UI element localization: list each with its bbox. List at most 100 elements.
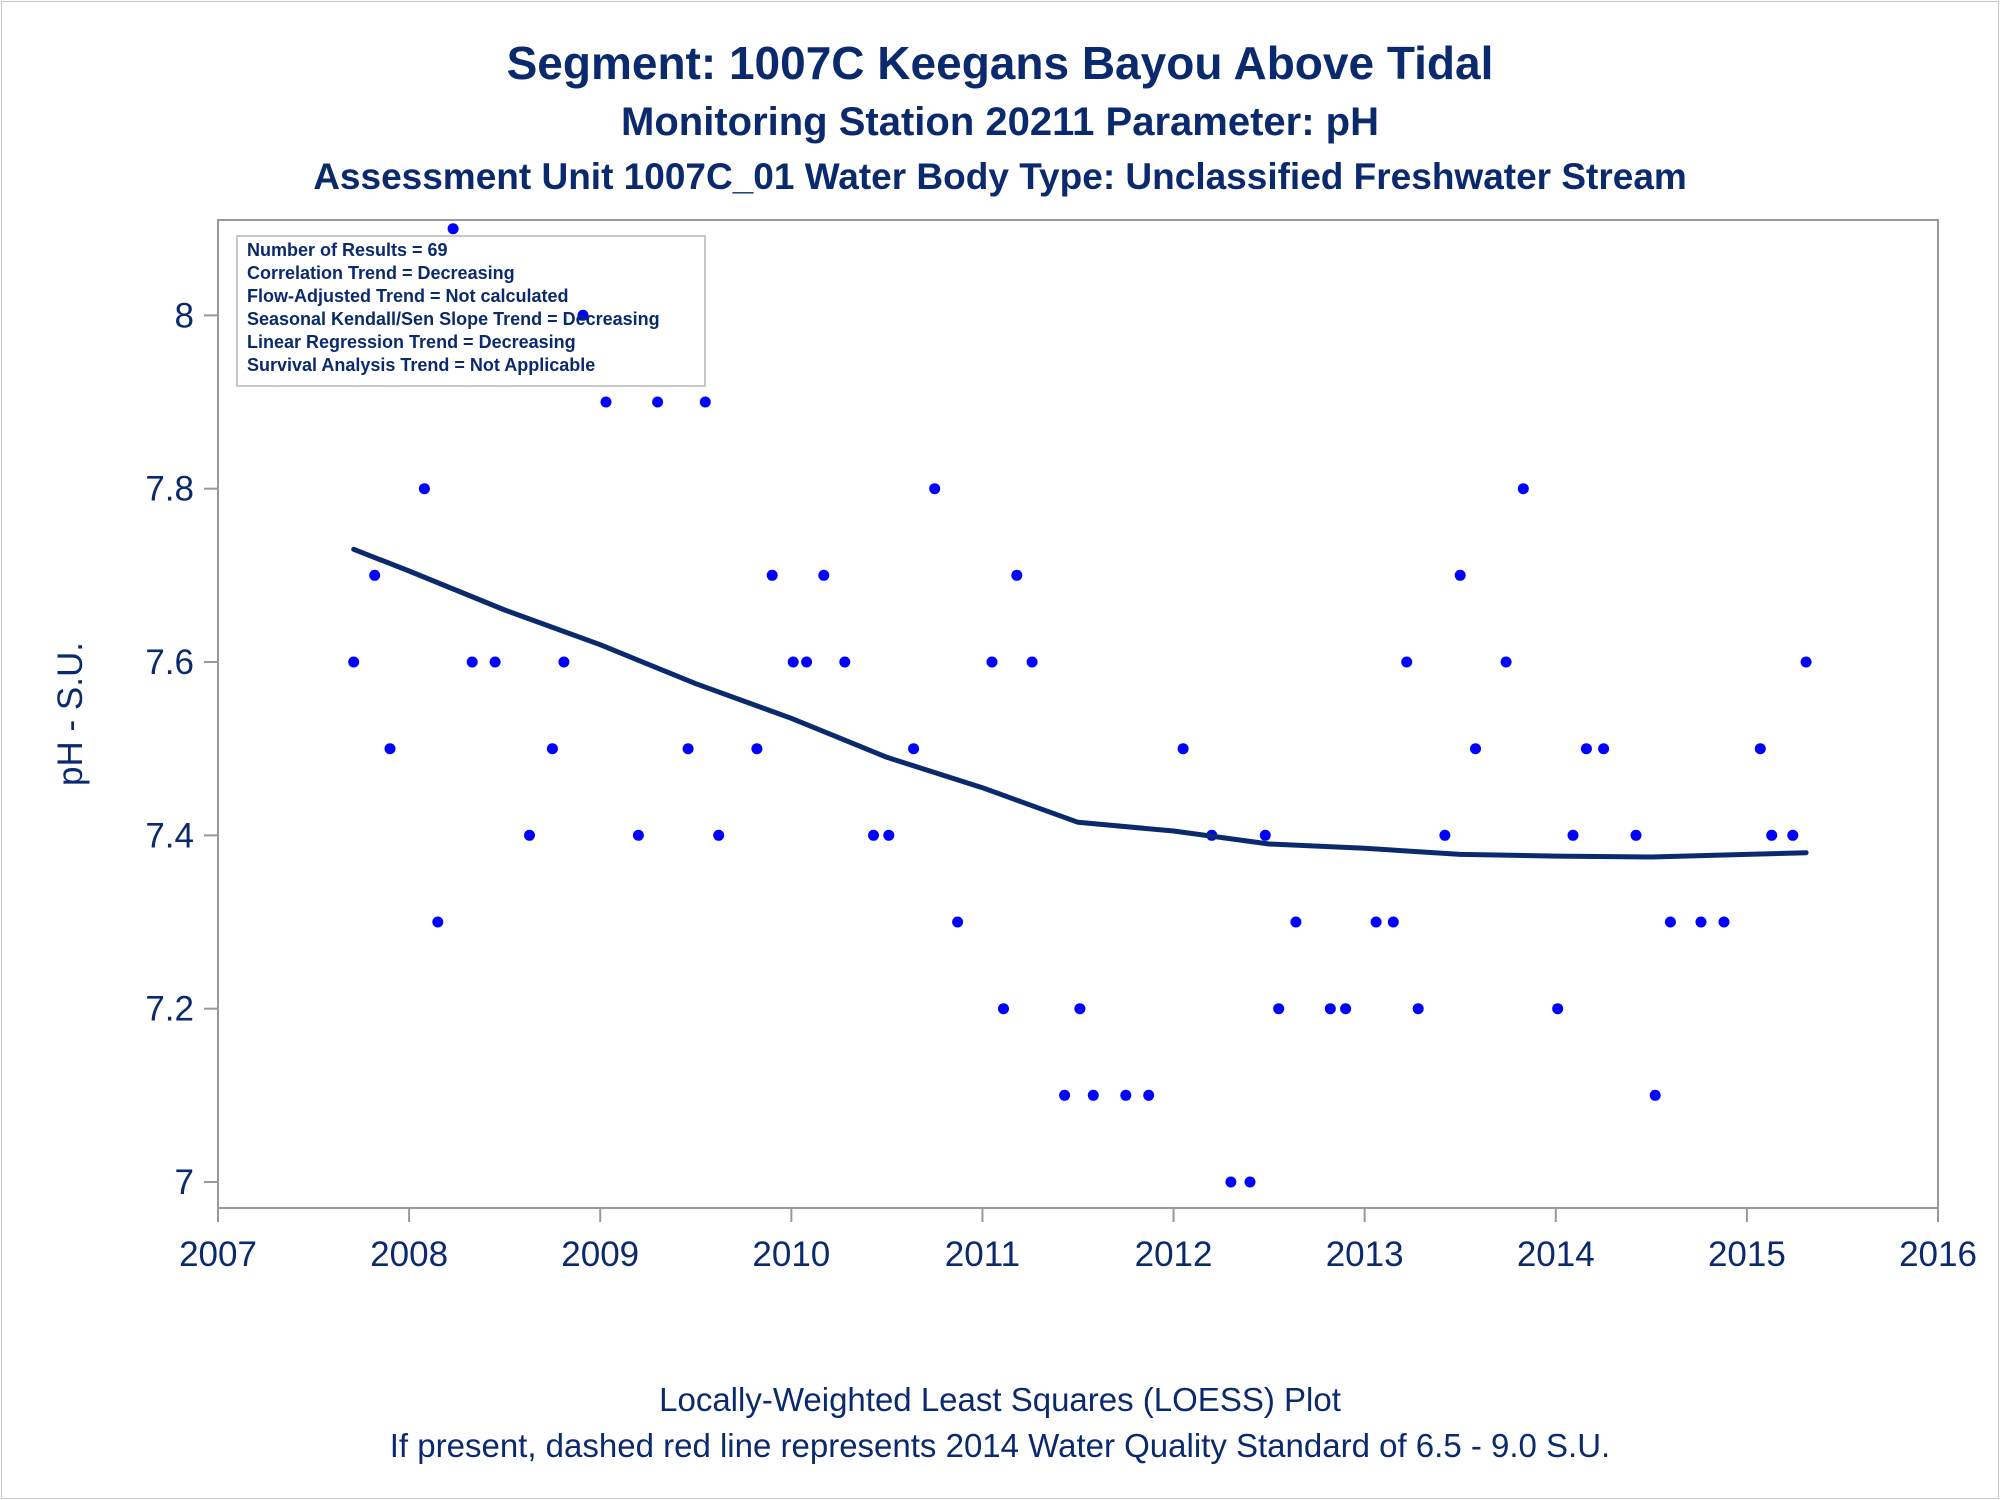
plot-area [217, 219, 1939, 1209]
y-tick-label-5: 8 [175, 296, 194, 335]
data-point-36 [1120, 1089, 1132, 1101]
data-point-55 [1517, 483, 1529, 495]
data-point-68 [1800, 656, 1812, 668]
footnote-standard: If present, dashed red line represents 2… [389, 1427, 1611, 1464]
data-point-35 [1087, 1089, 1099, 1101]
stats-line-0: Number of Results = 69 [247, 240, 448, 260]
x-tick-label-6: 2013 [1326, 1235, 1404, 1274]
data-point-40 [1225, 1176, 1237, 1188]
data-point-32 [1026, 656, 1038, 668]
data-point-13 [632, 829, 644, 841]
y-tick-label-4: 7.8 [145, 470, 194, 509]
stats-line-1: Correlation Trend = Decreasing [247, 263, 515, 283]
data-point-28 [952, 916, 964, 928]
x-tick-label-4: 2011 [945, 1235, 1020, 1274]
x-tick-label-0: 2007 [179, 1235, 257, 1274]
data-point-8 [524, 829, 535, 841]
y-axis-label: pH - S.U. [51, 642, 90, 786]
stats-line-2: Flow-Adjusted Trend = Not calculated [247, 286, 569, 306]
data-point-52 [1454, 569, 1466, 581]
data-point-3 [418, 483, 430, 495]
y-tick-label-1: 7.2 [145, 990, 194, 1029]
data-point-5 [447, 223, 459, 235]
data-point-24 [868, 829, 879, 841]
data-point-66 [1766, 829, 1778, 841]
data-point-10 [558, 656, 570, 668]
data-point-48 [1387, 916, 1399, 928]
data-point-21 [801, 656, 813, 668]
x-tick-label-3: 2010 [752, 1235, 830, 1274]
data-point-33 [1059, 1089, 1071, 1101]
chart-subtitle: Monitoring Station 20211 Parameter: pH [621, 100, 1379, 144]
data-point-37 [1143, 1089, 1155, 1101]
data-point-59 [1598, 743, 1610, 755]
stats-line-4: Linear Regression Trend = Decreasing [247, 332, 576, 352]
data-point-53 [1470, 743, 1481, 755]
x-tick-label-5: 2012 [1135, 1235, 1213, 1274]
data-point-0 [348, 656, 360, 668]
data-point-27 [929, 483, 941, 495]
data-point-57 [1567, 829, 1579, 841]
data-point-67 [1787, 829, 1799, 841]
data-points [348, 223, 1812, 1188]
x-tick-label-8: 2015 [1708, 1235, 1786, 1274]
data-point-49 [1401, 656, 1413, 668]
x-tick-label-1: 2008 [370, 1235, 448, 1274]
data-point-51 [1439, 829, 1451, 841]
data-point-29 [986, 656, 998, 668]
data-point-63 [1695, 916, 1707, 928]
data-point-56 [1552, 1003, 1564, 1015]
data-point-64 [1718, 916, 1730, 928]
data-point-54 [1500, 656, 1512, 668]
data-point-20 [787, 656, 799, 668]
data-point-60 [1630, 829, 1642, 841]
data-point-6 [466, 656, 478, 668]
data-point-9 [546, 743, 558, 755]
data-point-47 [1370, 916, 1382, 928]
stats-box-border [236, 235, 706, 387]
data-point-44 [1290, 916, 1302, 928]
data-point-43 [1273, 1003, 1285, 1015]
x-axis: 2007 2008 2009 2010 2011 2012 2013 2014 2015 2016 [179, 1208, 1977, 1274]
data-point-45 [1324, 1003, 1336, 1015]
stats-line-3: Seasonal Kendall/Sen Slope Trend = Decre… [247, 309, 660, 329]
data-point-62 [1664, 916, 1676, 928]
data-point-25 [883, 829, 895, 841]
data-point-2 [384, 743, 396, 755]
y-tick-label-2: 7.4 [145, 816, 194, 855]
data-point-19 [766, 569, 778, 581]
data-point-34 [1074, 1003, 1086, 1015]
chart-subtitle-2: Assessment Unit 1007C_01 Water Body Type… [313, 156, 1687, 197]
x-tick-label-9: 2016 [1899, 1235, 1977, 1274]
stats-line-5: Survival Analysis Trend = Not Applicable [247, 355, 595, 375]
data-point-38 [1177, 743, 1189, 755]
data-point-7 [489, 656, 501, 668]
data-point-46 [1340, 1003, 1352, 1015]
data-point-41 [1244, 1176, 1256, 1188]
y-tick-label-0: 7 [175, 1163, 194, 1202]
loess-trend-line [351, 546, 1809, 860]
data-point-22 [818, 569, 830, 581]
footnote-loess: Locally-Weighted Least Squares (LOESS) P… [659, 1381, 1341, 1418]
data-point-11 [577, 309, 589, 321]
data-point-58 [1580, 743, 1592, 755]
data-point-26 [908, 743, 920, 755]
data-point-17 [713, 829, 725, 841]
data-point-23 [839, 656, 851, 668]
chart-title: Segment: 1007C Keegans Bayou Above Tidal [506, 37, 1494, 89]
data-point-30 [998, 1003, 1009, 1015]
x-tick-label-2: 2009 [561, 1235, 639, 1274]
data-point-16 [699, 396, 711, 408]
data-point-31 [1011, 569, 1023, 581]
data-point-61 [1649, 1089, 1661, 1101]
data-point-1 [369, 569, 381, 581]
y-tick-label-3: 7.6 [145, 643, 194, 682]
data-point-15 [682, 743, 694, 755]
data-point-42 [1259, 829, 1271, 841]
x-tick-label-7: 2014 [1517, 1235, 1595, 1274]
data-point-14 [652, 396, 664, 408]
data-point-18 [751, 743, 763, 755]
stats-box: Number of Results = 69 Correlation Trend … [236, 235, 706, 387]
